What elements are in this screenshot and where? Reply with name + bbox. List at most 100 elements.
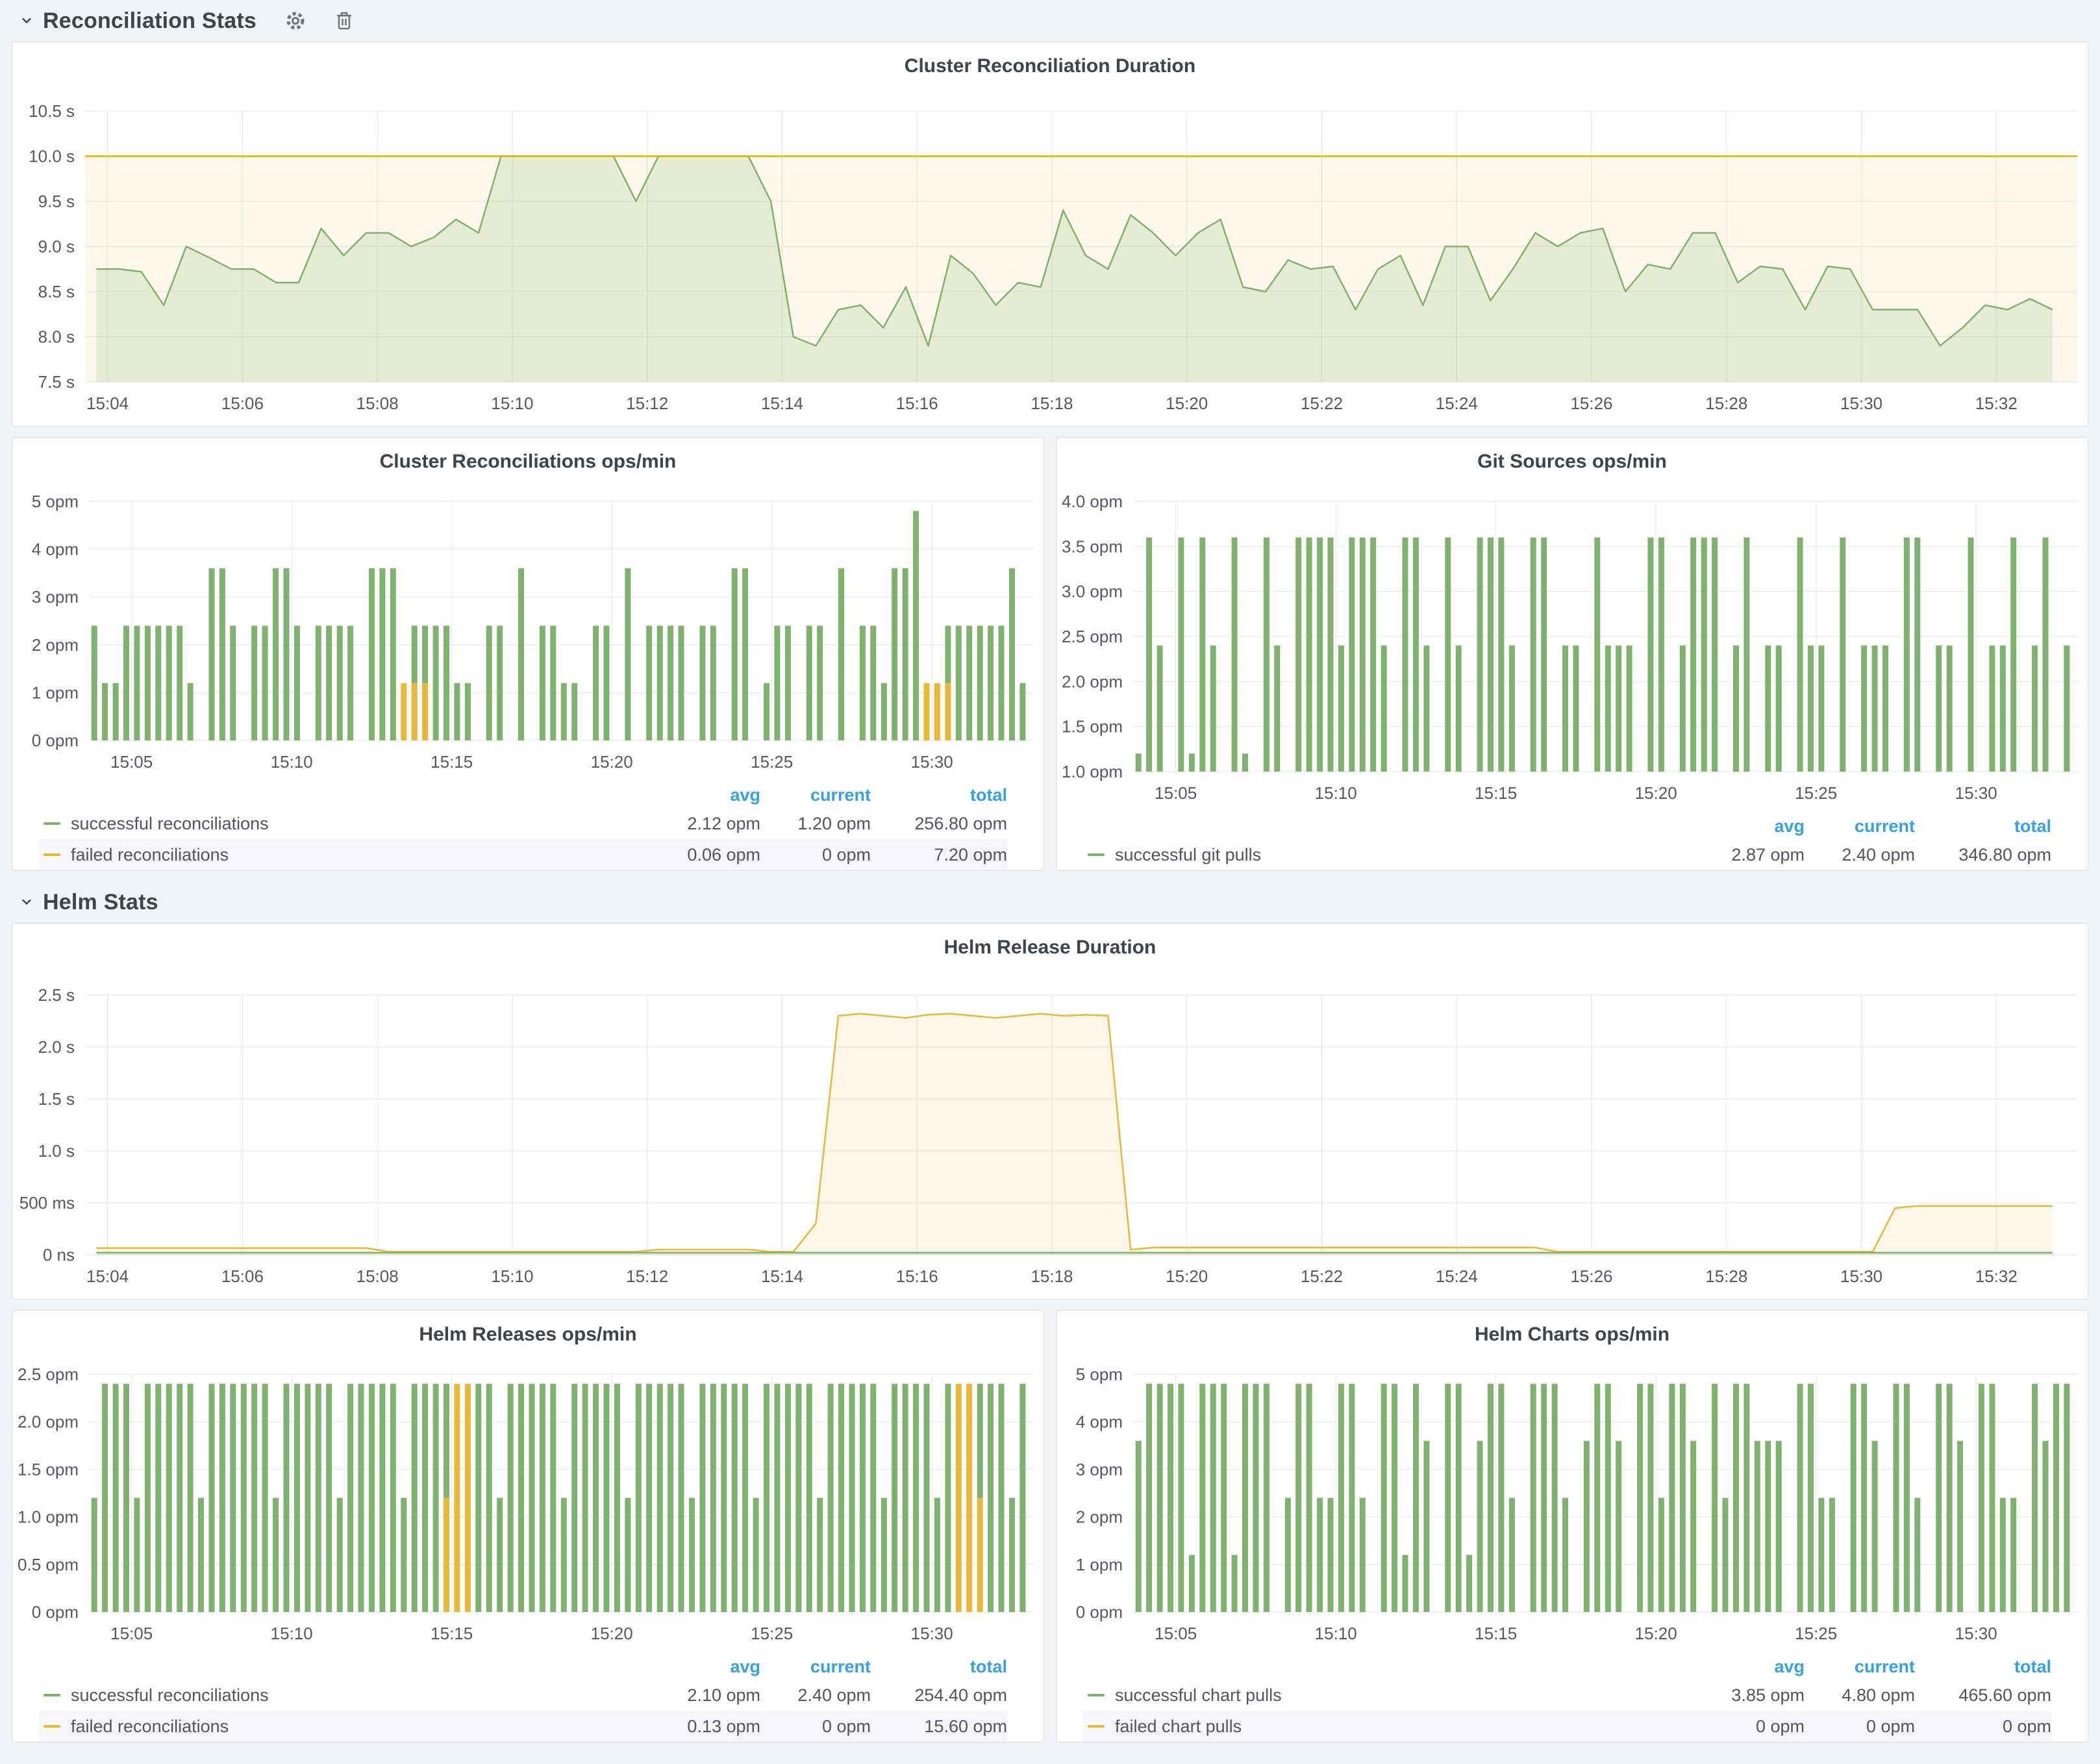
svg-text:15:30: 15:30: [1955, 1624, 1997, 1643]
cluster-reconciliations-opm-chart[interactable]: 0 opm 1 opm 2 opm 3 opm 4 opm 5 opm 15:05 15:10…: [12, 478, 1044, 782]
svg-text:1.5 s: 1.5 s: [38, 1089, 75, 1109]
legend-col-total[interactable]: total: [2014, 1656, 2051, 1676]
cluster-reconciliation-duration-chart[interactable]: 7.5 s 8.0 s 8.5 s 9.0 s 9.5 s 10.0 s 10.5 s 15:…: [12, 82, 2088, 427]
panel-helm-charts-opm: Helm Charts ops/min 0 opm 1 opm 2 opm 3 opm…: [1056, 1310, 2088, 1743]
svg-text:15:24: 15:24: [1436, 394, 1478, 413]
svg-text:2 opm: 2 opm: [32, 635, 79, 655]
svg-text:2.5 opm: 2.5 opm: [18, 1365, 79, 1384]
series-name[interactable]: successful chart pulls: [1115, 1685, 1282, 1705]
svg-text:7.5 s: 7.5 s: [38, 372, 75, 392]
legend-col-current[interactable]: current: [810, 785, 871, 805]
svg-text:15:14: 15:14: [761, 1266, 803, 1286]
legend-col-total[interactable]: total: [970, 785, 1007, 805]
legend-col-avg[interactable]: avg: [1774, 816, 1805, 836]
legend-col-current[interactable]: current: [1854, 816, 1915, 836]
gear-icon[interactable]: [285, 10, 306, 31]
series-name[interactable]: failed chart pulls: [1115, 1716, 1242, 1736]
series-total: 256.80 opm: [914, 813, 1007, 833]
legend-col-total[interactable]: total: [2014, 816, 2051, 836]
section-title[interactable]: Helm Stats: [43, 889, 158, 914]
svg-text:15:30: 15:30: [1840, 394, 1882, 413]
svg-text:0 opm: 0 opm: [32, 1602, 79, 1622]
series-name[interactable]: successful reconciliations: [71, 1685, 269, 1705]
svg-text:9.0 s: 9.0 s: [38, 237, 75, 257]
section-header-reconciliation-stats: Reconciliation Stats: [12, 0, 2088, 42]
panel-title[interactable]: Helm Releases ops/min: [419, 1324, 637, 1345]
svg-text:4 opm: 4 opm: [1076, 1412, 1123, 1431]
svg-text:15:30: 15:30: [1955, 783, 1997, 803]
svg-text:2.0 opm: 2.0 opm: [1062, 672, 1123, 691]
svg-text:15:10: 15:10: [1315, 783, 1357, 803]
section-title[interactable]: Reconciliation Stats: [43, 8, 256, 33]
svg-text:10.0 s: 10.0 s: [29, 147, 75, 166]
svg-text:15:06: 15:06: [221, 1266, 264, 1286]
legend-col-total[interactable]: total: [970, 1656, 1007, 1676]
series-name[interactable]: successful reconciliations: [71, 813, 269, 833]
svg-text:15:16: 15:16: [896, 1266, 938, 1286]
series-total: 7.20 opm: [934, 844, 1007, 864]
helm-releases-opm-chart[interactable]: 0 opm 0.5 opm 1.0 opm 1.5 opm 2.0 opm 2.5 opm…: [12, 1351, 1044, 1654]
legend-row: failed reconciliations 0.13 opm 0 opm 15…: [38, 1711, 1007, 1742]
svg-text:1.5 opm: 1.5 opm: [18, 1459, 79, 1479]
panel-cluster-reconciliations-opm: Cluster Reconciliations ops/min 0 opm 1 o…: [12, 437, 1044, 871]
chevron-down-icon[interactable]: [19, 14, 34, 28]
svg-text:15:24: 15:24: [1436, 1266, 1478, 1286]
svg-text:2.5 opm: 2.5 opm: [1062, 627, 1123, 646]
series-current: 2.40 opm: [1842, 844, 1915, 864]
svg-text:15:28: 15:28: [1705, 1266, 1747, 1286]
legend-col-current[interactable]: current: [1854, 1656, 1915, 1676]
svg-text:4.0 opm: 4.0 opm: [1062, 492, 1123, 511]
git-sources-opm-chart[interactable]: 1.0 opm 1.5 opm 2.0 opm 2.5 opm 3.0 opm 3.5 o…: [1056, 478, 2088, 813]
panel-title[interactable]: Git Sources ops/min: [1477, 451, 1667, 472]
legend-row: failed chart pulls 0 opm 0 opm 0 opm: [1082, 1711, 2051, 1742]
svg-text:1.5 opm: 1.5 opm: [1062, 717, 1123, 737]
helm-release-duration-chart[interactable]: 0 ns 500 ms 1.0 s 1.5 s 2.0 s 2.5 s 15:04 15:06…: [12, 964, 2088, 1300]
panel-title[interactable]: Helm Charts ops/min: [1474, 1324, 1670, 1345]
svg-text:2.0 s: 2.0 s: [38, 1037, 75, 1057]
svg-text:15:15: 15:15: [1475, 1624, 1517, 1643]
legend-header: avg current total: [1082, 813, 2051, 839]
svg-text:15:05: 15:05: [1155, 783, 1197, 803]
legend-row: failed reconciliations 0.06 opm 0 opm 7.…: [38, 839, 1007, 870]
legend-col-avg[interactable]: avg: [730, 1656, 760, 1676]
legend-col-current[interactable]: current: [810, 1656, 871, 1676]
helm-charts-opm-chart[interactable]: 0 opm 1 opm 2 opm 3 opm 4 opm 5 opm 15:05 15:10…: [1056, 1351, 2088, 1654]
legend-row: successful chart pulls 3.85 opm 4.80 opm…: [1082, 1680, 2051, 1711]
chevron-down-icon[interactable]: [19, 895, 34, 909]
section-header-helm-stats: Helm Stats: [12, 881, 2088, 923]
series-dash-orange: [44, 853, 60, 856]
series-name[interactable]: failed reconciliations: [71, 844, 229, 864]
legend-row: successful git pulls 2.87 opm 2.40 opm 3…: [1082, 839, 2051, 870]
legend: avg current total successful reconciliat…: [12, 782, 1044, 873]
series-avg: 2.10 opm: [687, 1685, 760, 1705]
svg-text:15:20: 15:20: [1635, 1624, 1677, 1643]
svg-text:9.5 s: 9.5 s: [38, 192, 75, 211]
legend-col-avg[interactable]: avg: [730, 785, 760, 805]
series-name[interactable]: failed reconciliations: [71, 1716, 229, 1736]
svg-text:15:20: 15:20: [1635, 783, 1677, 803]
svg-text:4 opm: 4 opm: [32, 540, 79, 559]
svg-text:0 ns: 0 ns: [43, 1245, 75, 1265]
svg-text:1 opm: 1 opm: [1076, 1555, 1123, 1574]
legend-row: successful reconciliations 2.10 opm 2.40…: [38, 1680, 1007, 1711]
trash-icon[interactable]: [334, 10, 354, 31]
svg-text:1.0 opm: 1.0 opm: [1062, 762, 1123, 781]
legend: avg current total successful chart pulls…: [1056, 1654, 2088, 1745]
svg-text:1.0 opm: 1.0 opm: [18, 1507, 79, 1527]
legend-header: avg current total: [38, 1654, 1007, 1680]
svg-text:5 opm: 5 opm: [32, 492, 79, 511]
legend-col-avg[interactable]: avg: [1774, 1656, 1805, 1676]
svg-text:15:10: 15:10: [271, 752, 313, 772]
panel-git-sources-opm: Git Sources ops/min 1.0 opm 1.5 opm 2.0 op…: [1056, 437, 2088, 871]
svg-text:15:32: 15:32: [1975, 394, 2018, 413]
panel-title[interactable]: Helm Release Duration: [944, 937, 1156, 958]
svg-text:15:22: 15:22: [1301, 394, 1343, 413]
series-name[interactable]: successful git pulls: [1115, 844, 1262, 864]
panel-title[interactable]: Cluster Reconciliation Duration: [904, 55, 1196, 77]
series-avg: 0.06 opm: [687, 844, 760, 864]
legend: avg current total successful git pulls 2…: [1056, 813, 2088, 873]
panel-title[interactable]: Cluster Reconciliations ops/min: [379, 451, 677, 472]
svg-text:15:15: 15:15: [431, 1624, 473, 1643]
series-total: 254.40 opm: [914, 1685, 1007, 1705]
series-current: 2.40 opm: [797, 1685, 871, 1705]
